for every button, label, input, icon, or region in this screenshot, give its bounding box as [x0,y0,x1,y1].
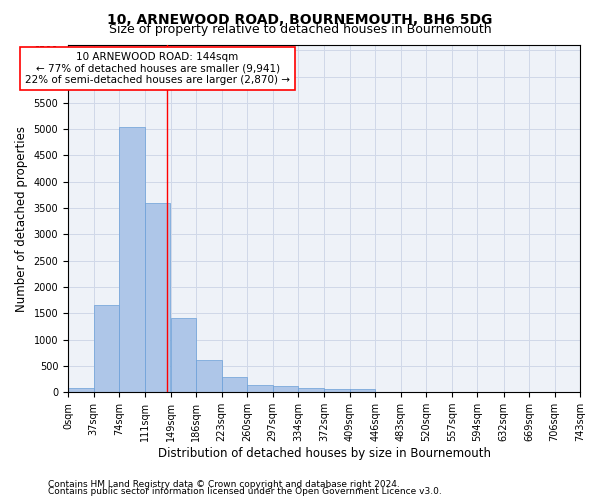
Bar [119,126,145,392]
Bar [94,306,119,392]
Y-axis label: Number of detached properties: Number of detached properties [15,126,28,312]
Text: 10 ARNEWOOD ROAD: 144sqm
← 77% of detached houses are smaller (9,941)
22% of sem: 10 ARNEWOOD ROAD: 144sqm ← 77% of detach… [25,52,290,86]
Bar [272,386,298,392]
Text: Size of property relative to detached houses in Bournemouth: Size of property relative to detached ho… [109,22,491,36]
Bar [68,388,94,392]
Bar [221,377,247,392]
Text: 10, ARNEWOOD ROAD, BOURNEMOUTH, BH6 5DG: 10, ARNEWOOD ROAD, BOURNEMOUTH, BH6 5DG [107,12,493,26]
Bar [350,390,376,392]
X-axis label: Distribution of detached houses by size in Bournemouth: Distribution of detached houses by size … [158,447,491,460]
Bar [298,388,323,392]
Bar [325,390,350,392]
Text: Contains HM Land Registry data © Crown copyright and database right 2024.: Contains HM Land Registry data © Crown c… [48,480,400,489]
Bar [170,318,196,392]
Bar [196,360,221,392]
Bar [247,385,272,392]
Bar [145,203,170,392]
Text: Contains public sector information licensed under the Open Government Licence v3: Contains public sector information licen… [48,487,442,496]
